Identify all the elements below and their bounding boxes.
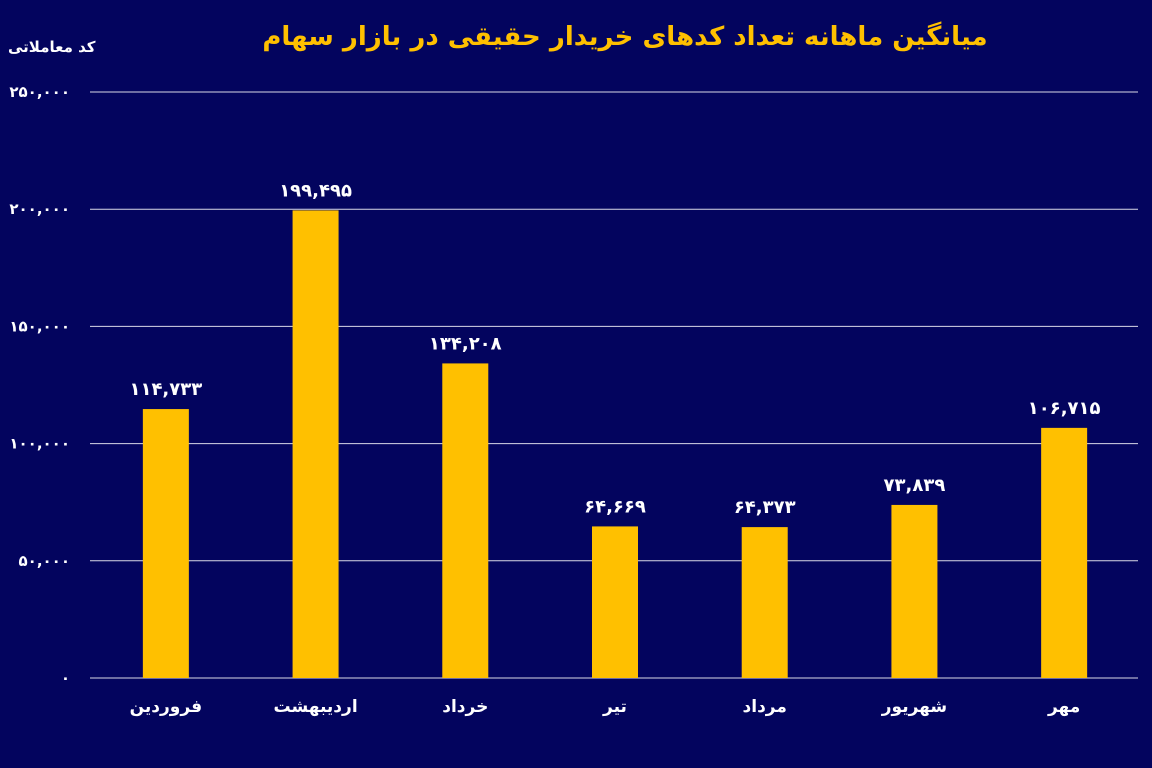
data-labels: ۱۱۴,۷۳۳ ۱۹۹,۴۹۵ ۱۳۴,۲۰۸ ۶۴,۶۶۹ ۶۴,۳۷۳ ۷۳,۸۳۹ ۱… <box>129 180 1100 518</box>
x-tick-labels: فروردین اردیبهشت خرداد تیر مرداد شهریور مهر <box>130 697 1081 717</box>
y-tick-label: ۰ <box>61 669 70 687</box>
x-tick-label: مهر <box>1047 697 1080 717</box>
bars <box>142 210 1088 678</box>
y-axis-label: کد معاملاتی <box>8 38 96 56</box>
bar <box>292 210 339 678</box>
chart-title: میانگین ماهانه تعداد کدهای خریدار حقیقی … <box>262 22 988 52</box>
data-label: ۱۳۴,۲۰۸ <box>429 333 502 354</box>
y-tick-label: ۱۵۰,۰۰۰ <box>9 317 70 335</box>
bar <box>442 363 489 678</box>
x-tick-label: فروردین <box>130 697 202 717</box>
data-label: ۶۴,۶۶۹ <box>584 496 646 517</box>
bar <box>741 527 788 678</box>
bar <box>1041 427 1088 678</box>
x-tick-label: اردیبهشت <box>273 697 357 717</box>
data-label: ۶۴,۳۷۳ <box>734 497 796 518</box>
y-tick-labels: ۰ ۵۰,۰۰۰ ۱۰۰,۰۰۰ ۱۵۰,۰۰۰ ۲۰۰,۰۰۰ ۲۵۰,۰۰۰ <box>9 83 70 687</box>
bar <box>592 526 638 678</box>
y-tick-label: ۱۰۰,۰۰۰ <box>9 435 70 453</box>
x-tick-label: خرداد <box>442 697 488 717</box>
x-tick-label: مرداد <box>743 697 787 717</box>
x-tick-label: تیر <box>602 697 627 717</box>
y-tick-label: ۲۰۰,۰۰۰ <box>9 200 70 218</box>
data-label: ۱۰۶,۷۱۵ <box>1028 398 1101 419</box>
data-label: ۱۹۹,۴۹۵ <box>279 180 352 201</box>
x-tick-label: شهریور <box>881 697 947 717</box>
data-label: ۱۱۴,۷۳۳ <box>129 379 202 400</box>
data-label: ۷۳,۸۳۹ <box>884 475 946 496</box>
bar <box>891 504 938 678</box>
y-tick-label: ۵۰,۰۰۰ <box>19 552 70 570</box>
y-tick-label: ۲۵۰,۰۰۰ <box>9 83 70 101</box>
bar <box>142 409 189 678</box>
